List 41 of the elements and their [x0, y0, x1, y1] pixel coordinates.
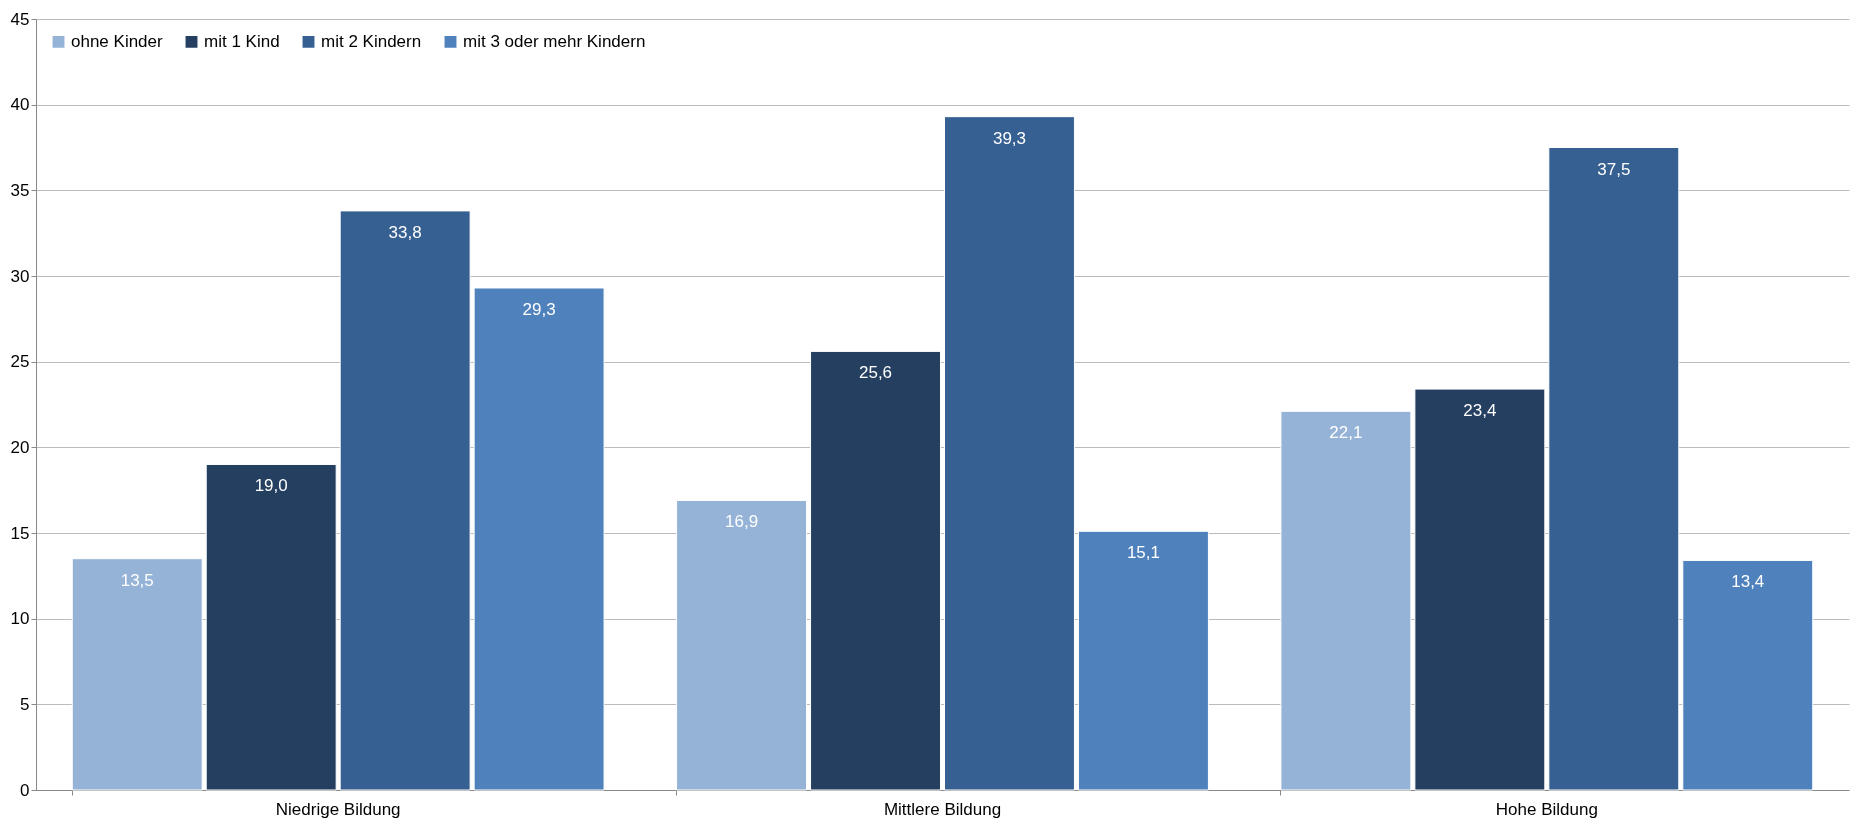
data-label: 23,4 — [1463, 401, 1497, 421]
data-label: 13,4 — [1731, 572, 1765, 592]
bar — [473, 287, 605, 791]
bar — [1682, 559, 1814, 791]
data-label: 19,0 — [254, 476, 288, 496]
y-tick-label: 25 — [10, 352, 30, 372]
x-tick-label: Hohe Bildung — [1495, 799, 1598, 819]
data-label: 22,1 — [1329, 423, 1363, 443]
y-tick-label: 40 — [10, 95, 30, 115]
legend-label: mit 3 oder mehr Kindern — [463, 31, 646, 51]
y-tick-label: 10 — [10, 609, 30, 629]
bar — [944, 116, 1075, 791]
data-label: 29,3 — [522, 299, 556, 319]
bar — [71, 558, 203, 791]
y-tick-label: 15 — [10, 523, 30, 543]
y-tick-label: 45 — [10, 9, 30, 29]
y-tick-label: 35 — [10, 180, 30, 200]
legend-label: ohne Kinder — [71, 31, 164, 51]
bar — [810, 350, 941, 791]
data-label: 33,8 — [388, 222, 422, 242]
data-label: 13,5 — [120, 570, 154, 590]
data-label: 39,3 — [992, 128, 1027, 148]
x-tick-label: Niedrige Bildung — [275, 799, 401, 819]
y-tick-label: 0 — [20, 780, 30, 800]
y-tick-label: 20 — [10, 437, 30, 457]
y-tick-label: 5 — [20, 694, 30, 714]
legend-label: mit 2 Kindern — [321, 31, 422, 51]
data-label: 15,1 — [1126, 543, 1160, 563]
y-tick-label: 30 — [10, 266, 30, 286]
data-label: 37,5 — [1597, 159, 1631, 179]
data-label: 25,6 — [858, 363, 893, 383]
x-tick-label: Mittlere Bildung — [883, 799, 1002, 819]
bar — [1414, 388, 1546, 791]
data-label: 16,9 — [725, 512, 759, 532]
legend-label: mit 1 Kind — [204, 31, 280, 51]
bar — [1077, 530, 1209, 791]
bar — [1548, 147, 1680, 791]
bar — [339, 210, 471, 791]
bar — [1280, 410, 1412, 791]
bar — [676, 499, 808, 791]
bar — [205, 463, 337, 791]
